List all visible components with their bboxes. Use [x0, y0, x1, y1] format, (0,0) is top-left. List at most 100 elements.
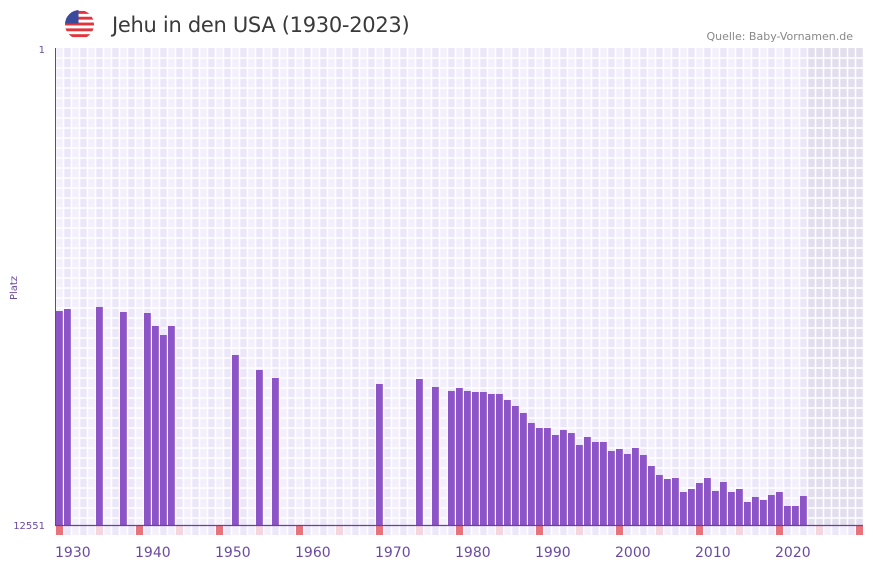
bar-1957[interactable] — [272, 377, 279, 525]
bar-2007[interactable] — [672, 477, 679, 525]
bar-1931[interactable] — [64, 309, 71, 525]
marker-cell — [431, 525, 439, 535]
bar-2020[interactable] — [776, 492, 783, 525]
bar-1930[interactable] — [56, 311, 63, 525]
grid-column — [799, 48, 807, 525]
bar-1995[interactable] — [576, 445, 583, 525]
grid-column — [807, 48, 815, 525]
bar-1997[interactable] — [592, 441, 599, 525]
bar-2002[interactable] — [632, 447, 639, 525]
bar-2022[interactable] — [792, 505, 799, 525]
grid-column — [527, 48, 535, 525]
grid-column — [751, 48, 759, 525]
bar-1991[interactable] — [544, 428, 551, 525]
grid-column — [495, 48, 503, 525]
bar-1988[interactable] — [520, 412, 527, 525]
bar-1996[interactable] — [584, 437, 591, 525]
bar-1955[interactable] — [256, 370, 263, 525]
bar-1975[interactable] — [416, 379, 423, 525]
bar-1994[interactable] — [568, 433, 575, 525]
grid-column — [119, 48, 127, 525]
marker-cell — [407, 525, 415, 535]
marker-cell — [799, 525, 807, 535]
bar-2012[interactable] — [712, 490, 719, 525]
bar-1992[interactable] — [552, 434, 559, 525]
marker-cell — [527, 525, 535, 535]
bar-2023[interactable] — [800, 495, 807, 525]
marker-cell — [399, 525, 407, 535]
marker-cell — [359, 525, 367, 535]
bar-1935[interactable] — [96, 306, 103, 525]
bar-2005[interactable] — [656, 474, 663, 525]
grid-column — [759, 48, 767, 525]
marker-cell — [231, 525, 239, 535]
bar-1990[interactable] — [536, 428, 543, 525]
grid-column — [471, 48, 479, 525]
marker-cell — [71, 525, 79, 535]
bar-2000[interactable] — [616, 448, 623, 525]
marker-cell — [719, 525, 727, 535]
bar-1985[interactable] — [496, 393, 503, 525]
grid-column — [255, 48, 263, 525]
bar-1986[interactable] — [504, 399, 511, 525]
bar-2008[interactable] — [680, 492, 687, 525]
bar-1977[interactable] — [432, 386, 439, 525]
bar-1941[interactable] — [144, 312, 151, 525]
grid-column — [159, 48, 167, 525]
bar-1938[interactable] — [120, 312, 127, 525]
bar-1979[interactable] — [448, 390, 455, 525]
grid-column — [79, 48, 87, 525]
bar-2013[interactable] — [720, 482, 727, 525]
marker-cell — [463, 525, 471, 535]
bar-1944[interactable] — [168, 325, 175, 525]
grid-column — [383, 48, 391, 525]
grid-column — [303, 48, 311, 525]
bar-2009[interactable] — [688, 489, 695, 525]
bar-2017[interactable] — [752, 496, 759, 525]
bars — [56, 306, 807, 525]
bar-1943[interactable] — [160, 334, 167, 525]
bar-2018[interactable] — [760, 499, 767, 525]
marker-cell — [319, 525, 327, 535]
bar-2015[interactable] — [736, 489, 743, 525]
bar-1983[interactable] — [480, 392, 487, 525]
marker-cell — [791, 525, 799, 535]
bar-1981[interactable] — [464, 390, 471, 525]
bar-2014[interactable] — [728, 492, 735, 525]
bar-1984[interactable] — [488, 393, 495, 525]
bar-1999[interactable] — [608, 450, 615, 525]
bar-2006[interactable] — [664, 478, 671, 525]
bar-1982[interactable] — [472, 392, 479, 525]
bar-2016[interactable] — [744, 502, 751, 525]
grid-column — [367, 48, 375, 525]
bar-1980[interactable] — [456, 387, 463, 525]
bar-1942[interactable] — [152, 325, 159, 525]
bar-1998[interactable] — [600, 441, 607, 525]
marker-cell — [159, 525, 167, 535]
grid-column — [103, 48, 111, 525]
bar-2011[interactable] — [704, 477, 711, 525]
bar-2004[interactable] — [648, 466, 655, 525]
bar-1970[interactable] — [376, 383, 383, 525]
bar-2003[interactable] — [640, 454, 647, 525]
half-decade-marker — [736, 526, 743, 535]
usa-flag-icon — [64, 9, 95, 40]
decade-marker — [56, 526, 63, 535]
marker-cell — [551, 525, 559, 535]
marker-cell — [127, 525, 135, 535]
bar-1952[interactable] — [232, 354, 239, 525]
grid-column — [63, 48, 71, 525]
bar-1993[interactable] — [560, 430, 567, 525]
bar-2010[interactable] — [696, 483, 703, 525]
bar-2019[interactable] — [768, 495, 775, 525]
bar-1989[interactable] — [528, 422, 535, 525]
grid-column — [703, 48, 711, 525]
grid-column — [199, 48, 207, 525]
grid-column — [567, 48, 575, 525]
x-tick-2010: 2010 — [695, 545, 731, 561]
bar-1987[interactable] — [512, 405, 519, 525]
grid-column — [671, 48, 679, 525]
grid-column — [207, 48, 215, 525]
bar-2021[interactable] — [784, 505, 791, 525]
bar-2001[interactable] — [624, 454, 631, 525]
